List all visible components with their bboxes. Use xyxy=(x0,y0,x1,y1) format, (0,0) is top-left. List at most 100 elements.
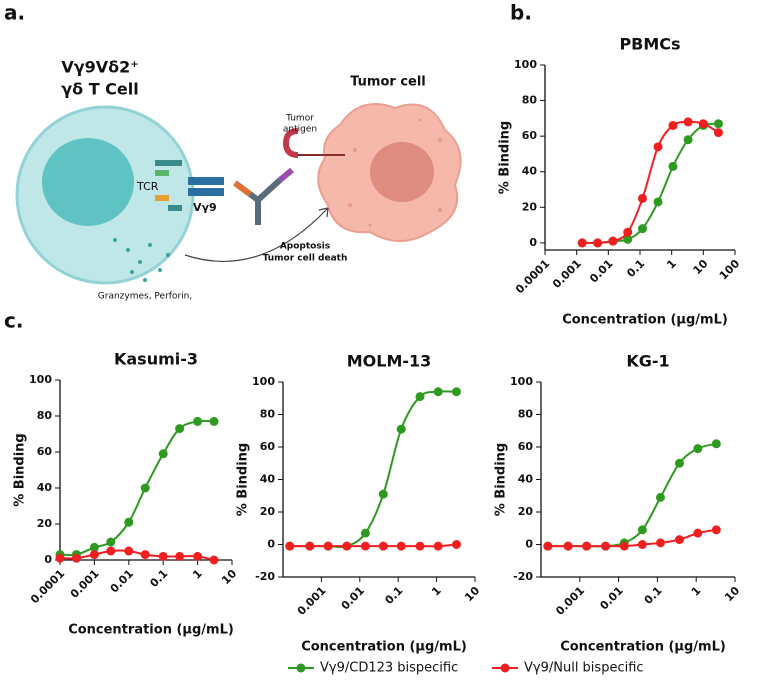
data-point xyxy=(360,541,370,551)
data-point xyxy=(193,416,203,426)
x-tick-label: 0.001 xyxy=(295,584,329,618)
legend-marker xyxy=(500,663,510,673)
y-tick-label: 60 xyxy=(260,440,276,453)
data-point xyxy=(668,161,678,171)
y-tick-label: 0 xyxy=(525,538,533,551)
data-point xyxy=(693,444,703,454)
x-tick-label: 10 xyxy=(462,584,482,604)
data-point xyxy=(175,424,185,434)
data-point xyxy=(71,553,81,563)
series-line xyxy=(59,549,215,561)
receptors xyxy=(155,160,294,225)
y-tick-label: 20 xyxy=(260,505,276,518)
series-line xyxy=(582,122,719,245)
diagram-label: Tumor cell xyxy=(350,75,426,90)
series-line xyxy=(547,528,717,548)
diagram-label: Vγ9Vδ2⁺ xyxy=(61,58,138,77)
panel-label: a. xyxy=(4,1,25,25)
arrow xyxy=(184,207,329,262)
x-tick-label: 0.0001 xyxy=(28,567,67,606)
data-point xyxy=(698,119,708,129)
t-cell-nucleus xyxy=(42,138,134,226)
data-point xyxy=(655,538,665,548)
data-point xyxy=(638,224,648,234)
data-point xyxy=(415,541,425,551)
diagram-label: Granzymes, Perforin, xyxy=(98,292,192,302)
data-point xyxy=(637,540,647,549)
diagram-label: Vγ9 xyxy=(193,201,217,214)
y-tick-label: 100 xyxy=(29,373,52,386)
data-point xyxy=(577,238,587,248)
y-tick-label: 100 xyxy=(510,375,533,388)
data-point xyxy=(593,238,603,248)
x-tick-label: 0.01 xyxy=(597,584,625,612)
y-tick-label: 0 xyxy=(44,553,52,566)
series-line xyxy=(582,120,719,245)
diagram-label: Apoptosis xyxy=(280,242,330,252)
x-axis-label: Concentration (µg/mL) xyxy=(562,313,728,328)
data-point xyxy=(674,535,684,545)
y-tick-label: 80 xyxy=(522,94,538,107)
y-tick-label: 100 xyxy=(514,58,537,71)
x-tick-label: 0.001 xyxy=(550,257,584,291)
y-tick-label: 60 xyxy=(522,129,538,142)
data-point xyxy=(285,541,295,551)
y-tick-label: 40 xyxy=(522,165,538,178)
y-axis-label: % Binding xyxy=(236,443,251,517)
data-point xyxy=(140,483,150,493)
legend-marker xyxy=(296,663,306,673)
data-point xyxy=(637,525,647,535)
y-tick-label: 80 xyxy=(260,408,276,421)
data-point xyxy=(415,392,425,402)
data-point xyxy=(124,517,134,527)
x-tick-label: 0.01 xyxy=(587,257,615,285)
series-line xyxy=(547,442,717,548)
data-point xyxy=(209,555,219,565)
data-point xyxy=(674,458,684,468)
data-point xyxy=(638,193,648,203)
data-point xyxy=(193,551,203,561)
chart-title: PBMCs xyxy=(619,35,680,54)
x-tick-label: 1 xyxy=(664,257,679,272)
arrow-head xyxy=(318,207,329,218)
data-point xyxy=(55,553,65,563)
data-point xyxy=(619,541,629,551)
y-tick-label: 20 xyxy=(37,517,53,530)
legend: Vγ9/CD123 bispecific Vγ9/Null bispecific xyxy=(288,661,644,676)
data-point xyxy=(124,546,134,556)
x-axis-label: Concentration (µg/mL) xyxy=(68,623,234,638)
granzyme-dots xyxy=(113,238,170,282)
x-tick-label: 0.001 xyxy=(68,567,102,601)
diagram-label: γδ T Cell xyxy=(61,80,139,99)
data-point xyxy=(713,128,723,138)
data-point xyxy=(693,528,703,538)
data-point xyxy=(623,234,633,244)
y-axis-label: % Binding xyxy=(13,433,28,507)
data-point xyxy=(683,117,693,127)
series-line xyxy=(289,390,457,549)
data-point xyxy=(543,541,553,551)
x-tick-label: 0.0001 xyxy=(513,257,552,296)
data-point xyxy=(433,541,443,551)
panel-label: b. xyxy=(510,1,532,25)
series-line xyxy=(59,419,215,557)
data-point xyxy=(106,546,116,556)
diagram-label: Tumor xyxy=(285,114,314,124)
chart: Kasumi-3 0 20 40 60 80 100 0.0001 0.001 0.01 0.1 1 1… xyxy=(13,350,240,638)
y-tick-label: 60 xyxy=(518,440,534,453)
y-tick-label: 40 xyxy=(37,481,53,494)
data-point xyxy=(378,489,388,499)
x-tick-label: 0.001 xyxy=(553,584,587,618)
y-tick-label: 20 xyxy=(518,505,534,518)
chart-title: Kasumi-3 xyxy=(114,350,198,369)
y-tick-label: 0 xyxy=(267,538,275,551)
chart-title: KG-1 xyxy=(626,352,669,371)
y-tick-label: 20 xyxy=(522,200,538,213)
data-point xyxy=(89,550,99,560)
data-point xyxy=(378,541,388,551)
chart: MOLM-13 -20 0 20 40 60 80 100 0.001 0.01 0.1 1 10 % B… xyxy=(236,352,483,655)
x-tick-label: 1 xyxy=(689,584,704,599)
antigen xyxy=(282,128,299,158)
